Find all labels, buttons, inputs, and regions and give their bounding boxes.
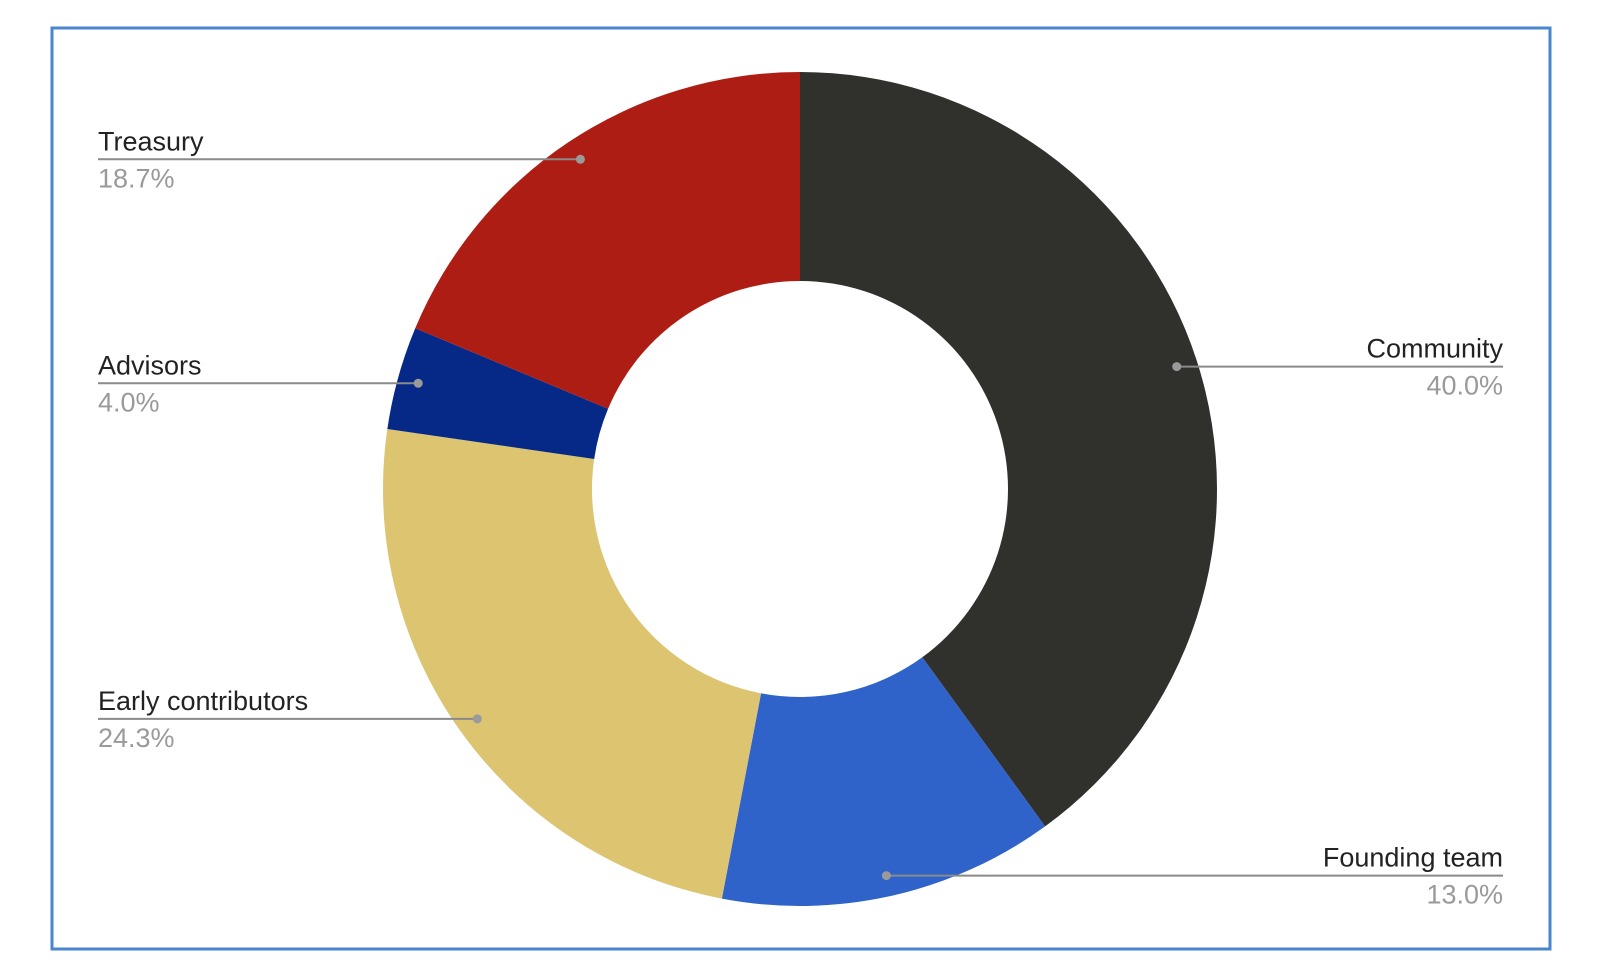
leader-dot xyxy=(575,154,585,164)
slice-label: Early contributors xyxy=(98,686,308,716)
donut-slice xyxy=(800,72,1218,827)
leader-dot xyxy=(881,871,891,881)
slice-value-label: 24.3% xyxy=(98,723,175,753)
slice-value-label: 4.0% xyxy=(98,387,160,417)
donut-slice xyxy=(383,428,762,899)
slice-label: Treasury xyxy=(98,126,204,156)
leader-dot xyxy=(413,378,423,388)
slice-label: Founding team xyxy=(1323,843,1503,873)
slice-value-label: 13.0% xyxy=(1426,880,1503,910)
slice-label: Advisors xyxy=(98,350,202,380)
leader-dot xyxy=(1172,362,1182,372)
leader-dot xyxy=(472,714,482,724)
donut-slice xyxy=(721,657,1046,906)
slice-label: Community xyxy=(1366,334,1503,364)
slice-value-label: 18.7% xyxy=(98,163,175,193)
donut-slice xyxy=(415,72,800,409)
slice-value-label: 40.0% xyxy=(1426,371,1503,401)
donut-slice xyxy=(387,328,609,460)
